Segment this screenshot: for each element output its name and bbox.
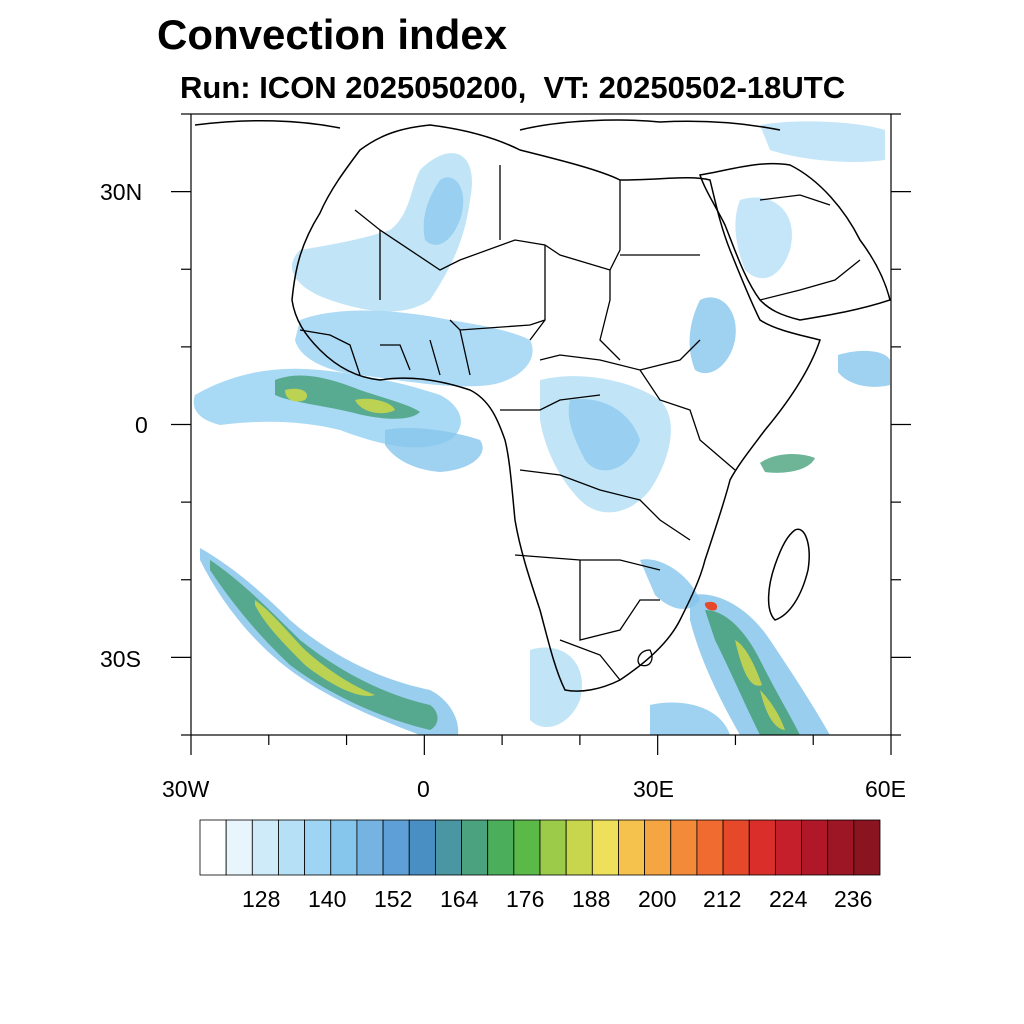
country-border xyxy=(759,194,861,301)
colorbar-swatch xyxy=(774,819,802,876)
colorbar-swatch xyxy=(382,819,410,876)
colorbar xyxy=(199,819,881,876)
colorbar-swatch xyxy=(199,819,227,876)
convection-area xyxy=(210,560,438,730)
convection-area xyxy=(385,428,483,472)
convection-area xyxy=(760,121,885,162)
colorbar-label: 164 xyxy=(440,886,479,912)
colorbar-label: 188 xyxy=(572,886,611,912)
convection-area xyxy=(568,399,640,471)
convection-area xyxy=(650,702,730,735)
convection-area xyxy=(291,153,472,312)
convection-area xyxy=(760,453,815,473)
colorbar-label: 128 xyxy=(242,886,281,912)
convection-area xyxy=(838,350,890,387)
colorbar-swatch xyxy=(722,819,750,876)
convection-area xyxy=(285,388,395,414)
convection-area xyxy=(423,177,464,245)
colorbar-swatch xyxy=(434,819,462,876)
chart-title: Convection index xyxy=(157,11,508,58)
convection-area xyxy=(193,368,461,448)
country-border xyxy=(449,319,736,471)
colorbar-label: 224 xyxy=(769,886,808,912)
convection-area xyxy=(530,647,582,728)
colorbar-swatch xyxy=(304,819,332,876)
colorbar-swatch xyxy=(539,819,567,876)
colorbar-swatch xyxy=(748,819,776,876)
colorbar-swatch xyxy=(853,819,881,876)
colorbar-label: 200 xyxy=(638,886,677,912)
colorbar-swatch xyxy=(330,819,358,876)
colorbar-swatch xyxy=(251,819,279,876)
colorbar-swatch xyxy=(278,819,306,876)
colorbar-swatch xyxy=(565,819,593,876)
lat-label-30n: 30N xyxy=(100,179,143,205)
colorbar-swatch xyxy=(644,819,672,876)
colorbar-swatch xyxy=(591,819,619,876)
colorbar-swatch xyxy=(356,819,384,876)
convection-area xyxy=(200,548,459,735)
convection-field xyxy=(193,121,890,735)
country-border xyxy=(299,329,471,376)
colorbar-label: 140 xyxy=(308,886,347,912)
colorbar-swatch xyxy=(408,819,436,876)
lon-label-30w: 30W xyxy=(162,776,210,802)
colorbar-swatch xyxy=(487,819,515,876)
lon-label-0: 0 xyxy=(417,776,430,802)
europe-coastline xyxy=(194,119,781,131)
colorbar-swatch xyxy=(461,819,489,876)
colorbar-swatch xyxy=(696,819,724,876)
colorbar-swatch xyxy=(513,819,541,876)
colorbar-label: 212 xyxy=(703,886,742,912)
convection-area xyxy=(689,297,736,374)
country-border xyxy=(500,394,691,571)
colorbar-label: 176 xyxy=(506,886,545,912)
lat-label-0: 0 xyxy=(135,412,148,438)
lon-label-60e: 60E xyxy=(865,776,906,802)
colorbar-swatch xyxy=(618,819,646,876)
colorbar-swatch xyxy=(670,819,698,876)
colorbar-label: 236 xyxy=(834,886,873,912)
arabia-coastline xyxy=(699,162,891,321)
convection-area xyxy=(735,640,785,730)
country-border xyxy=(559,560,660,681)
lon-label-30e: 30E xyxy=(633,776,674,802)
country-borders xyxy=(299,165,861,681)
convection-area xyxy=(640,559,700,610)
colorbar-swatch xyxy=(225,819,253,876)
lat-label-30s: 30S xyxy=(100,646,141,672)
africa-coastline xyxy=(291,124,821,692)
colorbar-swatch xyxy=(827,819,855,876)
madagascar-coastline xyxy=(767,528,810,621)
axis-ticks xyxy=(171,113,911,755)
colorbar-label: 152 xyxy=(374,886,413,912)
convection-area xyxy=(735,197,792,279)
colorbar-swatch xyxy=(801,819,829,876)
convection-area xyxy=(704,601,718,611)
chart-subtitle: Run: ICON 2025050200, VT: 20250502-18UTC xyxy=(180,70,846,105)
coastlines xyxy=(194,119,891,692)
country-border xyxy=(499,165,700,361)
